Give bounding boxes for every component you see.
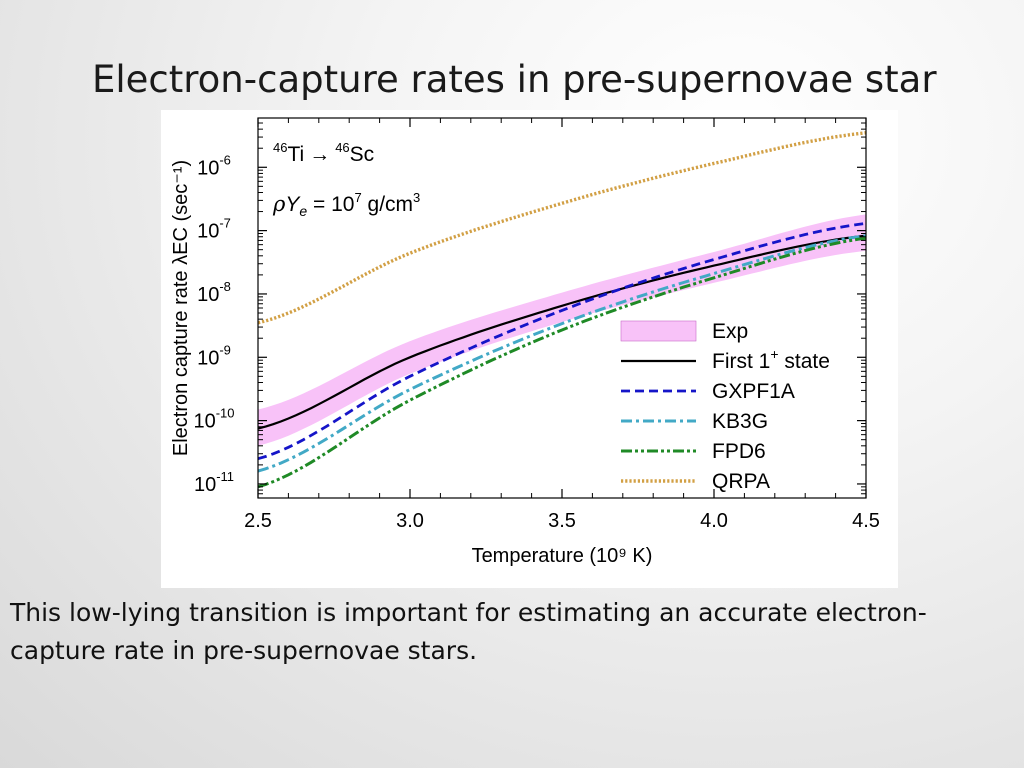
chart: 2.5 3.0 3.5 4.0 4.5 10-11 10-10 10-9 10-8 10-7 10-… <box>170 117 880 567</box>
legend-label-fpd6: FPD6 <box>712 440 766 463</box>
annotation-reaction: 46Ti → 46Sc <box>273 140 374 166</box>
y-tick-label: 10-6 <box>197 152 231 179</box>
legend-label-kb3g: KB3G <box>712 410 768 433</box>
annotation-density: ρYe = 107 g/cm3 <box>272 190 420 219</box>
y-tick-label: 10-9 <box>197 342 231 369</box>
series-line-fpd6 <box>258 236 866 489</box>
series-line-gxpf1a <box>258 222 866 461</box>
x-tick-label: 3.0 <box>396 510 424 532</box>
figure-panel: 2.5 3.0 3.5 4.0 4.5 10-11 10-10 10-9 10-8 10-7 10-… <box>161 110 898 588</box>
y-axis-title: Electron capture rate λEC (sec⁻¹) <box>170 160 192 456</box>
x-axis-title: Temperature (10⁹ K) <box>472 545 653 567</box>
series-line-kb3g <box>258 234 866 473</box>
legend-label-first-1-state: First 1+ state <box>712 346 830 373</box>
legend: Exp First 1+ state GXPF1A KB3G FPD6 QRPA <box>620 320 830 493</box>
slide-title: Electron-capture rates in pre-supernovae… <box>92 58 937 101</box>
y-tick-label: 10-11 <box>194 469 234 496</box>
x-tick-label: 3.5 <box>548 510 576 532</box>
series-line-first-1-state <box>258 234 866 430</box>
y-tick-label: 10-10 <box>193 406 234 433</box>
x-tick-label: 2.5 <box>244 510 272 532</box>
y-tick-label: 10-8 <box>197 279 231 306</box>
legend-label-qrpa: QRPA <box>712 470 770 493</box>
x-tick-label: 4.5 <box>852 510 880 532</box>
legend-label-exp: Exp <box>712 320 748 343</box>
legend-swatch-exp <box>620 320 697 342</box>
y-tick-label: 10-7 <box>197 216 231 243</box>
legend-label-gxpf1a: GXPF1A <box>712 380 795 403</box>
slide-caption: This low-lying transition is important f… <box>10 598 927 665</box>
x-tick-label: 4.0 <box>700 510 728 532</box>
series-line-qrpa <box>258 131 866 325</box>
